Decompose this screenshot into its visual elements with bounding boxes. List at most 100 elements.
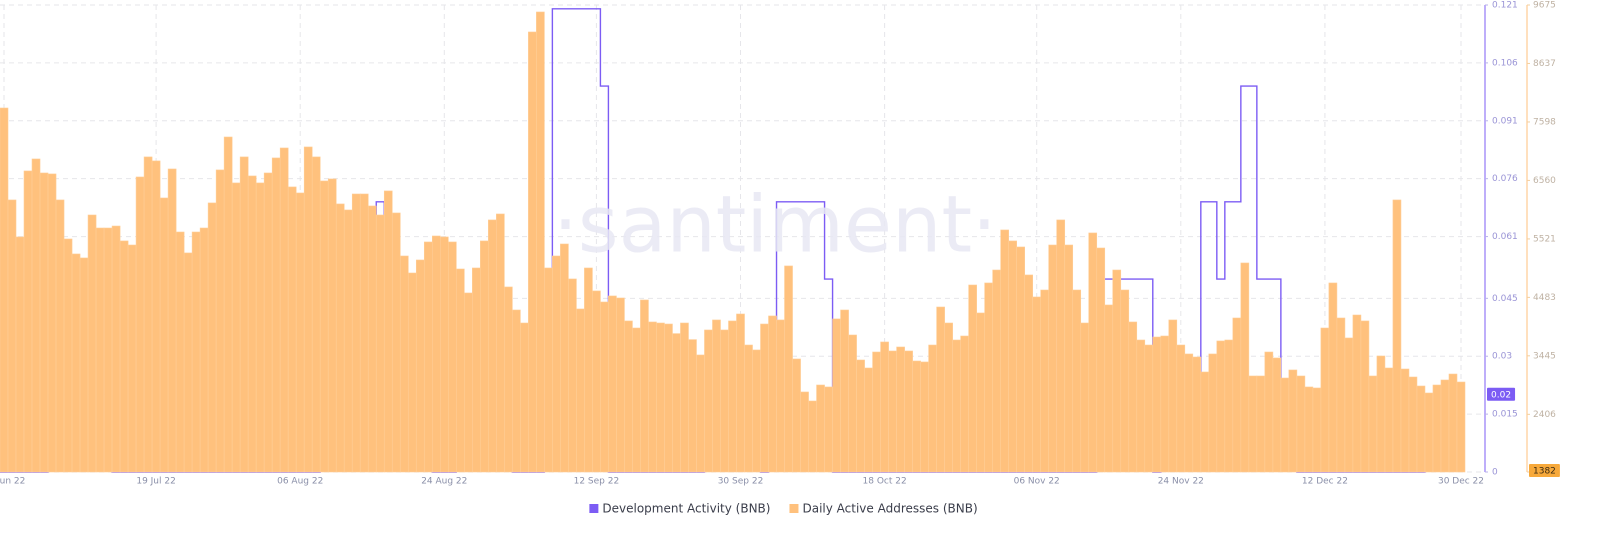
x-tick-label: 30 Sep 22 [718, 477, 764, 487]
bar [231, 182, 241, 473]
bar [287, 186, 297, 473]
bar [744, 344, 753, 473]
bar [1128, 321, 1138, 473]
bar [464, 292, 473, 473]
bar [223, 136, 233, 473]
bar [1136, 339, 1146, 473]
bar [1120, 289, 1130, 473]
bar [1272, 357, 1282, 473]
bar [1416, 385, 1426, 473]
bar [159, 197, 169, 473]
legend-swatch [789, 504, 799, 513]
bar [79, 257, 89, 473]
bar [1280, 377, 1290, 473]
bar [0, 107, 9, 473]
bar [1400, 368, 1410, 473]
bar [63, 238, 73, 473]
last-value-label: 0.02 [1491, 390, 1511, 400]
bar [191, 231, 201, 473]
bar [1328, 282, 1338, 473]
bar [904, 350, 913, 473]
bar [1176, 344, 1186, 473]
bar [1360, 320, 1370, 473]
bar [448, 241, 457, 473]
bar [1288, 369, 1298, 473]
bar [1168, 319, 1178, 473]
bar [135, 176, 145, 473]
legend-label: Development Activity (BNB) [602, 502, 770, 516]
bar [528, 31, 537, 473]
bar [1232, 317, 1242, 473]
bar [688, 339, 697, 473]
bar [1456, 381, 1466, 473]
bar [1312, 387, 1322, 473]
bar [1192, 356, 1202, 473]
bar [920, 361, 929, 473]
bar [1408, 376, 1418, 473]
bar [1344, 337, 1354, 473]
bar [600, 301, 609, 473]
bar [1368, 375, 1378, 473]
bar [343, 209, 353, 473]
x-tick-label: 06 Aug 22 [277, 477, 323, 487]
bar [680, 322, 689, 473]
bar [351, 193, 361, 473]
bar [520, 322, 529, 473]
bar [1424, 392, 1434, 473]
x-tick-label: 12 Dec 22 [1302, 477, 1348, 487]
bar [496, 213, 505, 473]
bar [728, 320, 737, 473]
y2-tick-label: 5521 [1533, 234, 1556, 244]
bar [375, 214, 385, 473]
bar [151, 160, 161, 473]
bar [1008, 240, 1017, 473]
y2-tick-label: 1382 [1533, 467, 1556, 477]
bar [848, 334, 857, 473]
bar [1184, 353, 1194, 473]
bar [608, 295, 617, 473]
bar [1056, 219, 1066, 473]
bar [568, 278, 577, 473]
y2-tick-label: 2406 [1533, 410, 1556, 420]
bar [816, 384, 825, 473]
bar [592, 290, 601, 473]
bar [704, 329, 713, 473]
bar [7, 199, 17, 473]
bar [968, 284, 977, 473]
bar [423, 241, 433, 473]
bar [1440, 379, 1450, 473]
bar [271, 157, 281, 473]
bar [624, 320, 633, 473]
bar [31, 158, 41, 473]
bar [1096, 247, 1106, 473]
bar [1144, 344, 1154, 473]
y2-tick-label: 6560 [1533, 176, 1556, 186]
x-tick-label: 06 Nov 22 [1014, 477, 1060, 487]
bar [415, 259, 425, 473]
y-tick-label: 0.106 [1492, 58, 1518, 68]
bar [1208, 353, 1218, 473]
bar [824, 386, 833, 473]
bar [664, 323, 673, 473]
bar [327, 178, 337, 473]
bar [1304, 386, 1314, 473]
bar [143, 156, 153, 473]
bar [1040, 289, 1050, 473]
bar [15, 236, 25, 473]
last-value-highlight [1487, 387, 1516, 401]
bar [576, 308, 585, 473]
legend-swatch [589, 504, 599, 513]
bar [472, 267, 481, 473]
bar [247, 175, 257, 473]
bar [71, 253, 81, 473]
bar [808, 400, 817, 473]
x-tick-label: 24 Aug 22 [421, 477, 467, 487]
bar [207, 202, 217, 473]
bar [552, 255, 561, 473]
bar [335, 203, 345, 473]
y-tick-label: 0.03 [1492, 352, 1512, 362]
bar [888, 350, 897, 473]
bar [127, 244, 137, 473]
x-tick-label: 12 Sep 22 [574, 477, 620, 487]
